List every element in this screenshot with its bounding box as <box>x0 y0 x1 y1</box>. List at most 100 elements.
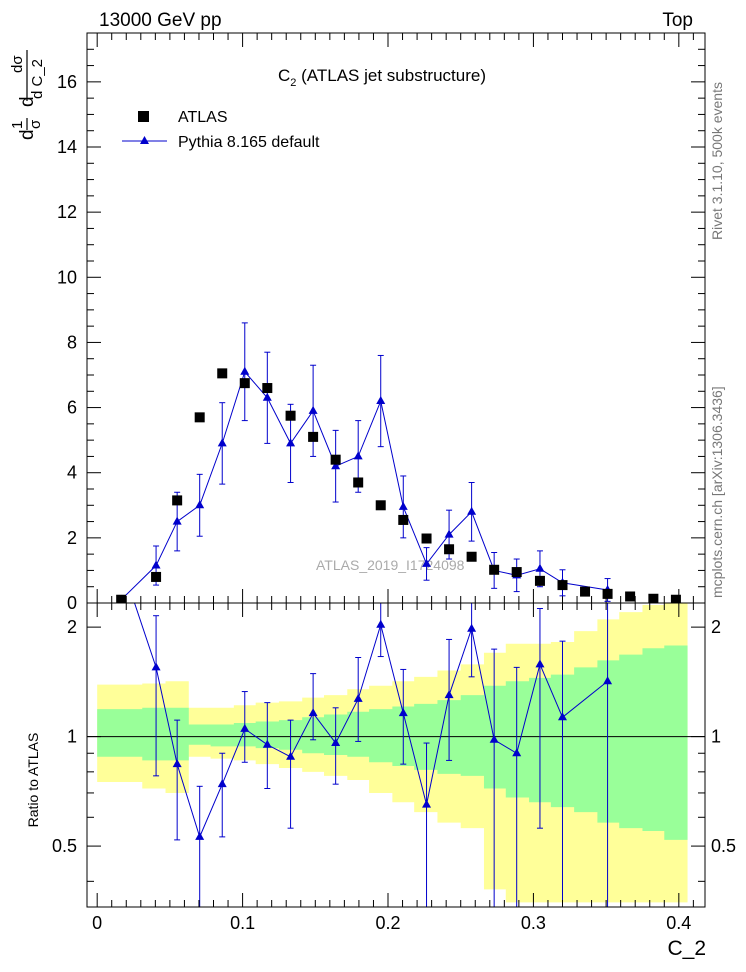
ratio-point <box>398 708 408 717</box>
atlas-point <box>330 454 341 465</box>
ratio-point <box>286 751 296 760</box>
top-y-tick-label: 2 <box>67 528 77 548</box>
x-axis-label: C_2 <box>667 937 706 960</box>
ratio-y-tick-label: 2 <box>67 617 77 637</box>
panel-title-suffix: (ATLAS jet substructure) <box>296 66 486 85</box>
atlas-point <box>262 383 273 394</box>
ylabel-dc2: d C_2 <box>29 59 46 99</box>
ratio-y-tick-label: 1 <box>67 727 77 747</box>
ratio-panel-frame <box>86 602 706 908</box>
atlas-point <box>511 567 522 578</box>
pythia-point <box>308 405 318 414</box>
atlas-point <box>116 594 127 603</box>
ratio-panel: 0.5 0.51 12 2 0 0.1 0.2 0.3 0.4 Ratio to ATLAS … <box>25 602 736 960</box>
top-y-tick-label: 0 <box>67 593 77 613</box>
pythia-point <box>172 516 182 525</box>
x-tick-label: 0.1 <box>230 913 255 933</box>
top-y-tick-label: 4 <box>67 463 77 483</box>
ratio-point <box>535 659 545 668</box>
ratio-point <box>172 759 182 768</box>
top-series-group <box>116 322 681 603</box>
main-panel: C2 (ATLAS jet substructure) d 1 σ d dσ d… <box>9 32 706 613</box>
legend-marker-atlas <box>138 111 149 122</box>
atlas-point <box>421 533 432 544</box>
top-y-tick-label: 16 <box>57 72 77 92</box>
ratio-point <box>376 619 386 628</box>
pythia-point <box>444 529 454 538</box>
atlas-point <box>580 586 591 597</box>
panel-title: C2 (ATLAS jet substructure) <box>278 66 486 89</box>
atlas-point <box>670 594 681 603</box>
top-y-tick-label: 6 <box>67 398 77 418</box>
atlas-point <box>308 431 319 442</box>
pythia-point <box>398 501 408 510</box>
atlas-point <box>353 477 364 488</box>
green-band <box>97 645 688 840</box>
ratio-point <box>353 693 363 702</box>
atlas-point <box>489 564 500 575</box>
header-left: 13000 GeV pp <box>99 10 222 31</box>
pythia-point <box>535 563 545 572</box>
ratio-series-group <box>134 603 613 907</box>
pythia-point <box>151 560 161 569</box>
legend-label-atlas: ATLAS <box>178 109 228 126</box>
analysis-watermark: ATLAS_2019_I1724098 <box>316 557 465 573</box>
atlas-point <box>217 368 228 379</box>
ylabel-d2: d <box>17 96 38 107</box>
pythia-point <box>422 558 432 567</box>
pythia-point <box>217 438 227 447</box>
pythia-point <box>376 396 386 405</box>
pythia-point <box>353 451 363 460</box>
atlas-point <box>534 575 545 586</box>
ratio-x-ticks: 0 0.1 0.2 0.3 0.4 <box>92 603 694 933</box>
top-y-tick-label: 10 <box>57 267 77 287</box>
atlas-point <box>172 495 183 506</box>
rivet-label: Rivet 3.1.10, 500k events <box>709 82 725 240</box>
top-x-ticks <box>96 33 694 603</box>
ratio-y-tick-label-right: 1 <box>711 727 721 747</box>
ratio-y-axis-label: Ratio to ATLAS <box>25 733 41 828</box>
ylabel-sigma: σ <box>27 119 44 129</box>
pythia-point <box>195 500 205 509</box>
atlas-point <box>194 412 205 423</box>
pythia-point <box>331 461 341 470</box>
legend: ATLAS Pythia 8.165 default <box>122 109 320 151</box>
top-y-tick-label: 12 <box>57 202 77 222</box>
ratio-point <box>512 748 522 757</box>
ratio-y-ticks: 0.5 0.5 1 1 2 2 <box>52 617 736 882</box>
atlas-point <box>648 593 659 603</box>
atlas-point <box>557 580 568 591</box>
ratio-point <box>603 676 613 685</box>
ratio-point <box>422 799 432 808</box>
ratio-point <box>217 779 227 788</box>
header-right: Top <box>662 10 693 31</box>
atlas-point <box>444 544 455 555</box>
y-axis-label: d 1 σ d dσ d C_2 <box>9 50 46 140</box>
uncertainty-bands <box>97 603 688 903</box>
atlas-point <box>625 591 636 602</box>
ratio-y-tick-label-right: 2 <box>711 617 721 637</box>
pythia-point <box>262 392 272 401</box>
ylabel-dsigma: dσ <box>9 55 26 73</box>
x-tick-label: 0.4 <box>666 913 691 933</box>
ratio-point <box>308 708 318 717</box>
top-y-ticks: 0 2 4 6 8 10 12 14 16 <box>57 48 705 613</box>
ratio-point <box>331 738 341 747</box>
ylabel-d1: d <box>17 129 38 140</box>
ratio-point <box>557 712 567 721</box>
pythia-point <box>240 366 250 375</box>
atlas-point <box>239 378 250 389</box>
ratio-point <box>467 623 477 632</box>
ratio-y-tick-label: 0.5 <box>52 836 77 856</box>
atlas-point <box>375 500 386 511</box>
atlas-point <box>466 551 477 562</box>
legend-marker-pythia <box>140 136 149 144</box>
x-tick-label: 0 <box>92 913 102 933</box>
atlas-point <box>602 588 613 599</box>
ylabel-one: 1 <box>9 121 26 129</box>
ratio-point <box>195 831 205 840</box>
ratio-point <box>444 690 454 699</box>
ratio-point <box>151 662 161 671</box>
ratio-point <box>262 739 272 748</box>
